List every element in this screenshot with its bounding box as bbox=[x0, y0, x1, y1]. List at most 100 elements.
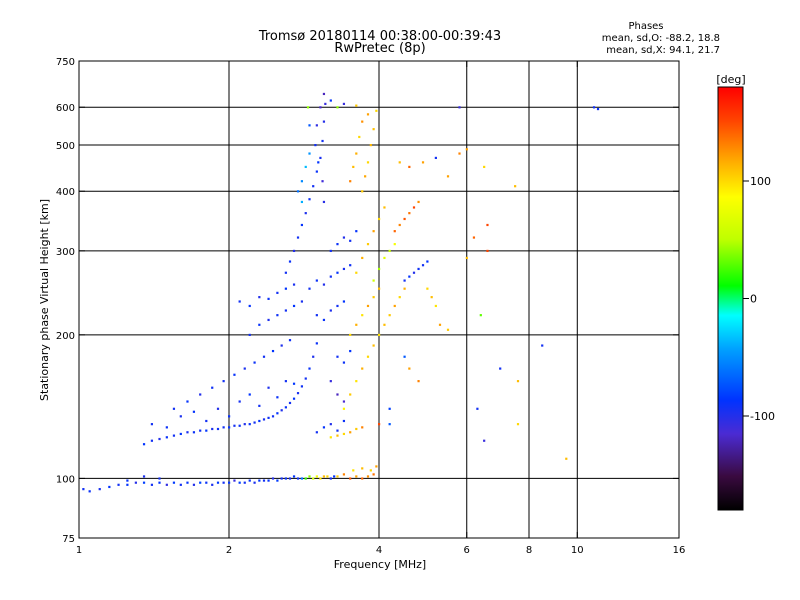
data-point bbox=[342, 236, 346, 239]
data-point bbox=[366, 304, 370, 308]
data-point bbox=[315, 431, 318, 434]
data-point bbox=[205, 429, 208, 432]
data-point bbox=[403, 279, 406, 282]
data-point bbox=[292, 304, 296, 308]
data-point bbox=[393, 243, 396, 246]
data-point bbox=[355, 380, 358, 383]
data-point bbox=[322, 120, 326, 123]
data-point bbox=[408, 275, 411, 278]
data-point bbox=[565, 457, 568, 460]
data-point bbox=[262, 355, 266, 358]
data-point bbox=[314, 143, 317, 147]
data-point bbox=[352, 469, 355, 472]
data-point bbox=[361, 190, 364, 193]
data-point bbox=[192, 410, 196, 413]
data-point bbox=[398, 296, 401, 299]
data-point bbox=[192, 483, 196, 486]
data-point bbox=[355, 271, 358, 274]
data-point bbox=[358, 135, 361, 139]
data-point bbox=[393, 230, 396, 233]
colorbar bbox=[717, 86, 744, 511]
data-point bbox=[516, 423, 520, 426]
y-tick-label: 75 bbox=[62, 534, 75, 545]
data-point bbox=[158, 437, 161, 441]
data-point bbox=[304, 165, 307, 169]
x-axis-label: Frequency [MHz] bbox=[334, 558, 426, 571]
data-point bbox=[398, 223, 401, 227]
data-point bbox=[233, 373, 236, 376]
data-point bbox=[117, 483, 120, 486]
data-point bbox=[288, 260, 292, 263]
stats-x-mode: mean, sd,X: 94.1, 21.7 bbox=[606, 45, 720, 56]
data-point bbox=[158, 481, 161, 484]
data-point bbox=[179, 415, 182, 418]
data-point bbox=[179, 483, 182, 486]
data-point bbox=[205, 481, 208, 484]
data-point bbox=[292, 397, 296, 400]
data-point bbox=[355, 427, 358, 431]
data-point bbox=[253, 361, 256, 364]
data-point bbox=[388, 314, 391, 317]
y-tick-label: 200 bbox=[56, 331, 75, 342]
data-point bbox=[262, 418, 266, 421]
data-point bbox=[336, 475, 339, 478]
x-tick-label: 10 bbox=[571, 545, 584, 556]
data-point bbox=[186, 481, 189, 484]
data-point bbox=[352, 165, 355, 169]
data-point bbox=[336, 106, 339, 109]
data-point bbox=[172, 407, 176, 410]
data-point bbox=[276, 412, 279, 415]
data-point bbox=[288, 401, 292, 405]
data-point bbox=[284, 380, 287, 383]
stats-o-mode: mean, sd,O: -88.2, 18.8 bbox=[602, 33, 720, 44]
data-point bbox=[276, 314, 279, 317]
data-point bbox=[304, 212, 307, 215]
data-point bbox=[292, 382, 296, 385]
data-point bbox=[248, 423, 251, 426]
data-point bbox=[486, 223, 489, 227]
data-point bbox=[434, 156, 437, 160]
data-point bbox=[271, 415, 275, 418]
data-point bbox=[355, 475, 358, 478]
x-tick-label: 2 bbox=[226, 545, 232, 556]
data-point bbox=[366, 475, 370, 478]
data-point bbox=[216, 407, 220, 410]
data-point bbox=[238, 424, 241, 427]
data-point bbox=[172, 481, 176, 484]
data-point bbox=[228, 481, 231, 484]
data-points bbox=[82, 92, 600, 493]
data-point bbox=[336, 243, 339, 246]
data-point bbox=[378, 423, 381, 426]
data-point bbox=[315, 314, 318, 317]
data-point bbox=[366, 113, 370, 116]
data-point bbox=[375, 465, 378, 468]
data-point bbox=[158, 477, 161, 480]
data-point bbox=[308, 152, 311, 155]
data-point bbox=[366, 161, 370, 164]
data-point bbox=[322, 200, 326, 204]
data-point bbox=[476, 407, 479, 410]
data-point bbox=[342, 102, 346, 106]
data-point bbox=[446, 175, 450, 178]
data-point bbox=[361, 426, 364, 429]
data-point bbox=[366, 243, 370, 246]
colorbar-label: [deg] bbox=[716, 73, 745, 86]
data-point bbox=[472, 236, 476, 239]
data-point bbox=[393, 304, 396, 308]
data-point bbox=[342, 361, 346, 364]
data-point bbox=[284, 271, 287, 274]
data-point bbox=[361, 314, 364, 317]
data-point bbox=[308, 124, 311, 127]
data-point bbox=[383, 206, 386, 209]
data-point bbox=[267, 318, 270, 322]
data-point bbox=[426, 260, 429, 263]
colorbar-tick-label: 0 bbox=[750, 293, 757, 306]
data-point bbox=[126, 479, 129, 482]
chart-title-line2: RwPretec (8p) bbox=[334, 41, 425, 56]
data-point bbox=[321, 180, 324, 183]
data-point bbox=[238, 400, 241, 403]
data-point bbox=[253, 481, 256, 484]
data-point bbox=[417, 267, 420, 271]
data-point bbox=[322, 92, 326, 96]
data-point bbox=[315, 475, 318, 478]
